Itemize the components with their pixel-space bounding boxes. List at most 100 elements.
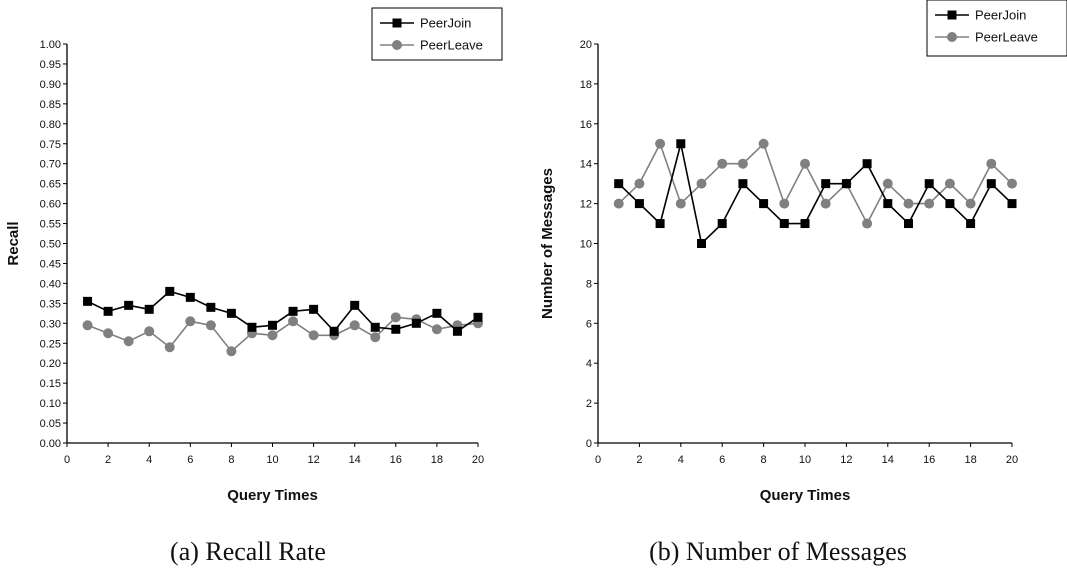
y-tick-label: 20 (580, 39, 592, 51)
data-point-peerjoin (634, 199, 644, 209)
data-point-peerjoin (124, 300, 134, 310)
data-point-peerjoin (350, 300, 360, 310)
y-tick-label: 10 (580, 239, 592, 251)
x-tick-label: 16 (390, 454, 402, 466)
y-tick-label: 1.00 (40, 39, 61, 51)
y-tick-label: 0.50 (40, 239, 61, 251)
x-tick-label: 10 (799, 454, 811, 466)
data-point-peerjoin (924, 179, 934, 189)
data-point-peerjoin (883, 199, 893, 209)
legend-box (371, 7, 503, 61)
data-point-peerjoin (945, 199, 955, 209)
data-point-peerjoin (411, 318, 421, 328)
y-tick-label: 2 (586, 398, 592, 410)
y-tick-label: 14 (580, 159, 592, 171)
data-point-peerleave (986, 158, 997, 169)
legend-marker-peerleave (947, 32, 957, 42)
data-point-peerleave (924, 198, 935, 209)
data-point-peerjoin (103, 306, 113, 316)
y-tick-label: 0.05 (40, 418, 61, 430)
x-tick-label: 18 (431, 454, 443, 466)
data-point-peerleave (164, 342, 175, 353)
data-point-peerjoin (309, 304, 319, 314)
y-axis-title: Recall (5, 221, 22, 265)
data-point-peerleave (267, 330, 278, 341)
legend-label-peerjoin: PeerJoin (975, 8, 1026, 23)
y-tick-label: 0.15 (40, 378, 61, 390)
data-point-peerjoin (779, 219, 789, 229)
y-tick-label: 0.60 (40, 199, 61, 211)
legend-marker-peerjoin (947, 10, 957, 20)
data-point-peerjoin (370, 322, 380, 332)
x-tick-label: 18 (964, 454, 976, 466)
data-point-peerleave (370, 332, 381, 343)
y-tick-label: 16 (580, 119, 592, 131)
x-tick-label: 12 (840, 454, 852, 466)
x-tick-label: 20 (1006, 454, 1018, 466)
data-point-peerjoin (966, 219, 976, 229)
data-point-peerjoin (206, 302, 216, 312)
y-tick-label: 0.25 (40, 338, 61, 350)
y-tick-label: 0.10 (40, 398, 61, 410)
caption-a: (a) Recall Rate (170, 537, 326, 566)
data-point-peerjoin (1007, 199, 1017, 209)
chart-number-of-messages: (b) Number of Messages 02468101214161820… (539, 0, 1067, 566)
x-tick-label: 8 (761, 454, 767, 466)
y-tick-label: 0.80 (40, 119, 61, 131)
data-point-peerleave (1007, 178, 1017, 189)
y-tick-label: 0.45 (40, 258, 61, 270)
data-point-peerjoin (717, 219, 727, 229)
data-point-peerjoin (473, 312, 483, 322)
data-point-peerleave (820, 198, 831, 209)
y-tick-label: 0.35 (40, 298, 61, 310)
legend-label-peerleave: PeerLeave (975, 30, 1038, 45)
x-axis-title: Query Times (760, 487, 851, 504)
data-point-peerjoin (144, 304, 154, 314)
x-tick-label: 14 (882, 454, 894, 466)
legend-marker-peerleave (392, 40, 402, 50)
data-point-peerjoin (268, 320, 277, 330)
data-point-peerleave (431, 324, 442, 335)
data-point-peerjoin (452, 326, 462, 336)
y-tick-label: 0.00 (40, 438, 61, 450)
data-point-peerjoin (226, 308, 236, 318)
y-tick-label: 12 (580, 199, 592, 211)
data-point-peerleave (613, 198, 624, 209)
data-point-peerleave (205, 320, 216, 331)
data-point-peerjoin (986, 179, 996, 189)
y-axis-title: Number of Messages (539, 168, 556, 319)
data-point-peerleave (82, 320, 93, 331)
data-point-peerjoin (759, 199, 769, 209)
x-tick-label: 4 (146, 454, 152, 466)
x-tick-label: 16 (923, 454, 935, 466)
legend-marker-peerjoin (392, 18, 402, 28)
y-tick-label: 0.70 (40, 159, 61, 171)
data-point-peerleave (717, 158, 728, 169)
data-point-peerleave (144, 326, 155, 337)
x-axis-title: Query Times (227, 487, 318, 504)
y-tick-label: 0 (586, 438, 592, 450)
x-tick-label: 6 (187, 454, 193, 466)
data-point-peerleave (123, 336, 134, 347)
y-tick-label: 6 (586, 318, 592, 330)
x-tick-label: 0 (64, 454, 70, 466)
data-point-peerjoin (288, 306, 298, 316)
data-point-peerjoin (841, 179, 851, 189)
data-point-peerjoin (247, 322, 257, 332)
data-point-peerleave (390, 312, 401, 323)
x-tick-label: 6 (719, 454, 725, 466)
data-point-peerleave (882, 178, 893, 189)
y-tick-label: 0.30 (40, 318, 61, 330)
x-tick-label: 20 (472, 454, 484, 466)
data-point-peerjoin (821, 179, 831, 189)
data-point-peerleave (288, 316, 299, 327)
data-point-peerleave (737, 158, 748, 169)
data-point-peerleave (903, 198, 914, 209)
data-point-peerjoin (83, 296, 93, 306)
legend-label-peerjoin: PeerJoin (420, 16, 471, 31)
x-tick-label: 0 (595, 454, 601, 466)
data-point-peerleave (185, 316, 196, 327)
y-tick-label: 8 (586, 278, 592, 290)
legend-label-peerleave: PeerLeave (420, 38, 483, 53)
